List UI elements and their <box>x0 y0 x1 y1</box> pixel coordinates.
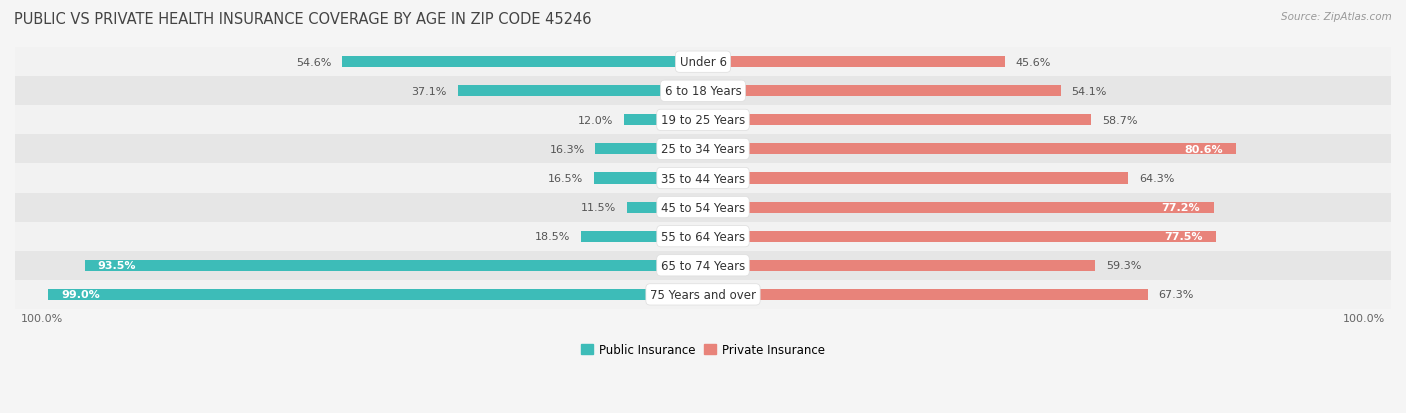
Text: 37.1%: 37.1% <box>412 87 447 97</box>
Bar <box>703 57 1004 68</box>
Text: Source: ZipAtlas.com: Source: ZipAtlas.com <box>1281 12 1392 22</box>
Bar <box>15 164 1391 193</box>
Text: 16.5%: 16.5% <box>548 173 583 184</box>
Text: 16.3%: 16.3% <box>550 145 585 154</box>
Text: 18.5%: 18.5% <box>534 232 569 242</box>
Bar <box>703 202 1213 213</box>
Text: 65 to 74 Years: 65 to 74 Years <box>661 259 745 272</box>
Bar <box>703 231 1216 242</box>
Bar <box>703 86 1060 97</box>
Bar <box>703 173 1128 184</box>
Legend: Public Insurance, Private Insurance: Public Insurance, Private Insurance <box>576 338 830 361</box>
Text: 67.3%: 67.3% <box>1159 290 1194 300</box>
Text: 55 to 64 Years: 55 to 64 Years <box>661 230 745 243</box>
Bar <box>15 251 1391 280</box>
Text: 77.2%: 77.2% <box>1161 203 1201 213</box>
Bar <box>84 260 703 271</box>
Text: 6 to 18 Years: 6 to 18 Years <box>665 85 741 98</box>
Text: 45 to 54 Years: 45 to 54 Years <box>661 201 745 214</box>
Text: 35 to 44 Years: 35 to 44 Years <box>661 172 745 185</box>
Text: 93.5%: 93.5% <box>98 261 136 271</box>
Bar <box>15 48 1391 77</box>
Text: 19 to 25 Years: 19 to 25 Years <box>661 114 745 127</box>
Text: 58.7%: 58.7% <box>1102 116 1137 126</box>
Text: 77.5%: 77.5% <box>1164 232 1202 242</box>
Text: 99.0%: 99.0% <box>62 290 100 300</box>
Bar <box>15 222 1391 251</box>
Bar <box>593 173 703 184</box>
Bar <box>581 231 703 242</box>
Text: 12.0%: 12.0% <box>578 116 613 126</box>
Bar <box>48 289 703 300</box>
Bar <box>15 106 1391 135</box>
Bar <box>342 57 703 68</box>
Bar <box>595 144 703 155</box>
Text: Under 6: Under 6 <box>679 56 727 69</box>
Bar <box>15 77 1391 106</box>
Bar <box>627 202 703 213</box>
Bar <box>15 193 1391 222</box>
Text: 75 Years and over: 75 Years and over <box>650 288 756 301</box>
Text: 54.6%: 54.6% <box>295 57 332 67</box>
Bar <box>15 280 1391 309</box>
Text: 64.3%: 64.3% <box>1139 173 1174 184</box>
Text: 80.6%: 80.6% <box>1184 145 1223 154</box>
Text: 59.3%: 59.3% <box>1105 261 1142 271</box>
Bar <box>703 144 1236 155</box>
Text: PUBLIC VS PRIVATE HEALTH INSURANCE COVERAGE BY AGE IN ZIP CODE 45246: PUBLIC VS PRIVATE HEALTH INSURANCE COVER… <box>14 12 592 27</box>
Text: 45.6%: 45.6% <box>1015 57 1050 67</box>
Bar <box>457 86 703 97</box>
Bar <box>624 115 703 126</box>
Text: 25 to 34 Years: 25 to 34 Years <box>661 143 745 156</box>
Bar <box>703 289 1149 300</box>
Text: 11.5%: 11.5% <box>581 203 616 213</box>
Bar <box>703 115 1091 126</box>
Text: 54.1%: 54.1% <box>1071 87 1107 97</box>
Bar <box>703 260 1095 271</box>
Bar <box>15 135 1391 164</box>
